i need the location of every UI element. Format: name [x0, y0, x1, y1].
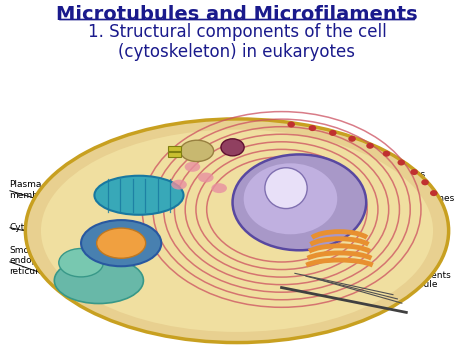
- Ellipse shape: [421, 179, 429, 185]
- Text: Rough
endoplasmic
reticulum: Rough endoplasmic reticulum: [64, 264, 121, 294]
- Ellipse shape: [171, 180, 187, 190]
- Text: Nuclear pore: Nuclear pore: [306, 189, 364, 198]
- Ellipse shape: [94, 176, 183, 215]
- Text: Ribosomes: Ribosomes: [405, 194, 455, 203]
- Ellipse shape: [410, 169, 418, 175]
- Text: Centriole: Centriole: [140, 160, 181, 170]
- Text: Nuclear envelope: Nuclear envelope: [306, 160, 385, 170]
- Ellipse shape: [309, 125, 316, 131]
- Text: Mitochondrion: Mitochondrion: [76, 169, 141, 179]
- Text: Cytoplasm: Cytoplasm: [9, 223, 57, 232]
- Text: Microfilaments: Microfilaments: [384, 271, 451, 280]
- Ellipse shape: [398, 159, 405, 165]
- Ellipse shape: [81, 220, 161, 266]
- Ellipse shape: [244, 163, 337, 234]
- Text: Plasma
membrane: Plasma membrane: [9, 180, 59, 200]
- Ellipse shape: [198, 173, 214, 182]
- Ellipse shape: [25, 119, 448, 343]
- Text: Nucleolus: Nucleolus: [306, 170, 350, 179]
- Ellipse shape: [185, 162, 200, 172]
- Text: Chromatin: Chromatin: [306, 180, 353, 189]
- Bar: [168, 152, 181, 157]
- Ellipse shape: [41, 130, 433, 332]
- Text: Microtubule: Microtubule: [384, 280, 438, 289]
- Ellipse shape: [329, 130, 337, 136]
- Text: 1. Structural components of the cell: 1. Structural components of the cell: [88, 23, 386, 41]
- Bar: [168, 146, 181, 151]
- Ellipse shape: [97, 228, 146, 258]
- Ellipse shape: [180, 140, 214, 162]
- Ellipse shape: [383, 151, 390, 157]
- Ellipse shape: [233, 154, 366, 250]
- Ellipse shape: [430, 190, 438, 196]
- Text: Microtubules and Microfilaments: Microtubules and Microfilaments: [56, 5, 418, 24]
- Text: Lysosome: Lysosome: [209, 160, 253, 170]
- Text: Nucleus: Nucleus: [389, 170, 425, 179]
- Ellipse shape: [348, 136, 356, 142]
- Ellipse shape: [59, 248, 103, 277]
- Ellipse shape: [265, 168, 307, 208]
- Ellipse shape: [366, 143, 374, 149]
- Ellipse shape: [211, 183, 227, 193]
- Ellipse shape: [287, 121, 295, 127]
- Ellipse shape: [55, 257, 144, 304]
- Text: (cytoskeleton) in eukaryotes: (cytoskeleton) in eukaryotes: [118, 43, 356, 61]
- Text: Smooth
endoplasmic
reticulum: Smooth endoplasmic reticulum: [9, 246, 67, 276]
- Text: Golgi complex: Golgi complex: [384, 231, 449, 241]
- Ellipse shape: [221, 139, 244, 156]
